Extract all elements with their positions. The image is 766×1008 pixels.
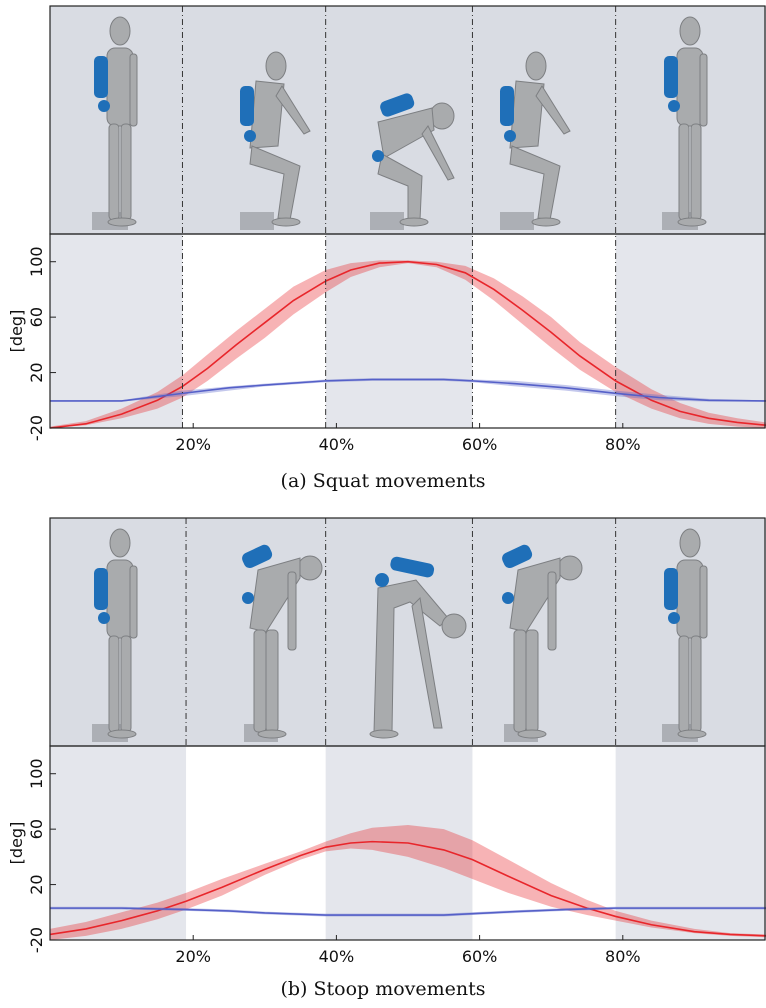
mannequin-deepstoop-icon bbox=[369, 556, 467, 739]
series-band-0 bbox=[50, 824, 766, 940]
series-band-0 bbox=[50, 260, 766, 428]
ytick-label: 60 bbox=[27, 819, 46, 839]
exoskeleton-icon bbox=[500, 86, 514, 126]
image-strip bbox=[50, 518, 766, 746]
series-line-1 bbox=[50, 907, 766, 916]
exoskeleton-icon bbox=[94, 56, 108, 98]
xtick-label: 60% bbox=[462, 435, 498, 454]
exoskeleton-icon bbox=[664, 568, 678, 610]
mannequin-stoop-icon bbox=[242, 544, 323, 742]
mannequin-squat-icon bbox=[500, 51, 571, 230]
phase-shade bbox=[325, 234, 473, 428]
xtick-label: 20% bbox=[175, 947, 211, 966]
ytick-label: 100 bbox=[27, 246, 46, 277]
ytick-label: 20 bbox=[27, 362, 46, 382]
caption-stoop: (b) Stoop movements bbox=[280, 978, 486, 1000]
xtick-label: 80% bbox=[605, 947, 641, 966]
mannequin-stoop-icon bbox=[502, 544, 583, 742]
mannequin-standing-icon bbox=[92, 16, 138, 230]
y-axis-label: [deg] bbox=[7, 310, 26, 353]
exoskeleton-icon bbox=[664, 56, 678, 98]
series-line-0 bbox=[49, 840, 766, 937]
exoskeleton-icon bbox=[240, 86, 254, 126]
panel-stoop: 100 60 20 -20 [deg] 20% 40% 60% 80% (b) Stoop mo… bbox=[0, 512, 766, 1008]
ytick-label: 100 bbox=[27, 758, 46, 789]
squat-figure: 100 60 20 -20 [deg] 20% 40% 60% 80% bbox=[7, 5, 766, 454]
y-axis-label: [deg] bbox=[7, 822, 26, 865]
plot-frame bbox=[49, 745, 766, 941]
caption-squat: (a) Squat movements bbox=[280, 470, 486, 492]
xtick-label: 40% bbox=[319, 435, 355, 454]
mannequin-deepsquat-icon bbox=[370, 93, 455, 230]
ytick-label: -20 bbox=[27, 415, 46, 441]
mannequin-standing-icon bbox=[92, 528, 138, 742]
ytick-label: 60 bbox=[27, 307, 46, 327]
exoskeleton-icon bbox=[94, 568, 108, 610]
xtick-label: 40% bbox=[319, 947, 355, 966]
phase-shade bbox=[615, 746, 766, 940]
series-line-1 bbox=[50, 378, 766, 402]
mannequin-squat-icon bbox=[240, 51, 311, 230]
ytick-label: -20 bbox=[27, 927, 46, 953]
exoskeleton-icon bbox=[502, 544, 533, 569]
exoskeleton-icon bbox=[390, 556, 435, 578]
panel-squat: 100 60 20 -20 [deg] 20% 40% 60% 80% (a) Squat mo… bbox=[0, 0, 766, 500]
exoskeleton-icon bbox=[380, 93, 415, 117]
stoop-figure: 100 60 20 -20 [deg] 20% 40% 60% 80% bbox=[7, 517, 766, 966]
xtick-label: 60% bbox=[462, 947, 498, 966]
ytick-label: 20 bbox=[27, 874, 46, 894]
plot-frame bbox=[49, 233, 766, 429]
exoskeleton-icon bbox=[242, 544, 273, 569]
xtick-label: 20% bbox=[175, 435, 211, 454]
mannequin-standing-icon bbox=[662, 528, 708, 742]
xtick-label: 80% bbox=[605, 435, 641, 454]
mannequin-standing-icon bbox=[662, 16, 708, 230]
